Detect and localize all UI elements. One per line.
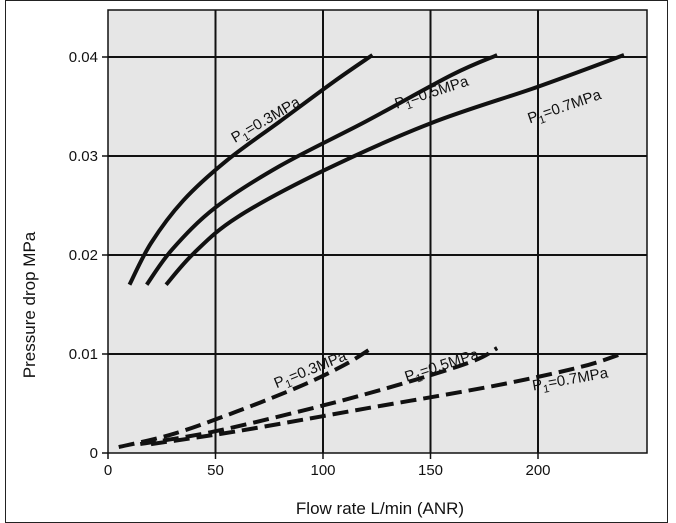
x-tick-label: 50 <box>207 462 224 479</box>
x-tick-label: 200 <box>525 462 550 479</box>
y-tick-label: 0.01 <box>69 346 98 363</box>
solid-series-line-2 <box>164 53 625 287</box>
dashed-series-line-3 <box>118 347 372 450</box>
y-axis-title: Pressure drop MPa <box>20 231 39 378</box>
plot-area <box>107 9 648 454</box>
x-tick-label: 150 <box>418 462 443 479</box>
y-tick-label: 0.04 <box>69 49 98 66</box>
x-tick-label: 100 <box>310 462 335 479</box>
y-tick-label: 0.02 <box>69 247 98 264</box>
dashed-series-line-5 <box>150 351 625 447</box>
x-tick-label: 0 <box>104 462 112 479</box>
y-tick-label: 0.03 <box>69 148 98 165</box>
dashed-series-line-4 <box>139 346 499 447</box>
solid-series-line-1 <box>145 53 498 286</box>
solid-series-line-0 <box>127 53 374 286</box>
x-axis-title: Flow rate L/min (ANR) <box>296 499 464 518</box>
y-tick-label: 0 <box>90 445 98 462</box>
